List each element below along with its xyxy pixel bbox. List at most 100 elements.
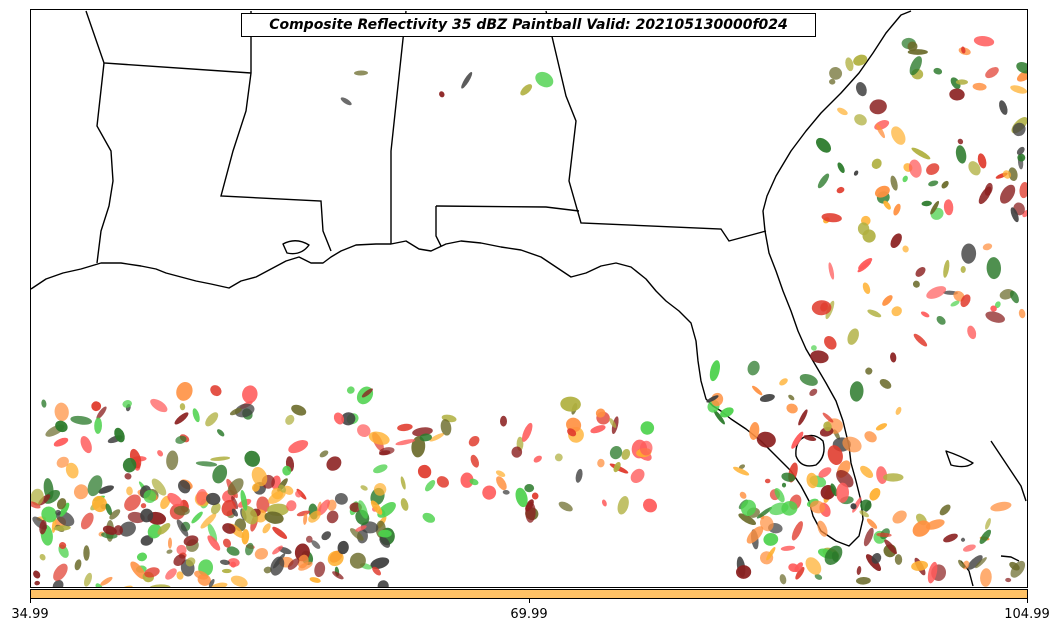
reflectivity-blob [470, 454, 480, 468]
reflectivity-blob [468, 435, 480, 447]
reflectivity-blob [296, 510, 310, 517]
reflectivity-blob [985, 311, 1005, 323]
colorbar [30, 589, 1028, 599]
reflectivity-blob [305, 535, 313, 543]
reflectivity-blob [166, 549, 173, 554]
reflectivity-blob [378, 529, 392, 538]
colorbar-tick [30, 599, 31, 603]
reflectivity-blob [746, 526, 764, 544]
reflectivity-blob [779, 378, 788, 386]
reflectivity-blob [884, 539, 897, 555]
reflectivity-blob [985, 67, 999, 79]
reflectivity-blob [733, 466, 750, 476]
reflectivity-blob [864, 431, 877, 443]
reflectivity-blob [936, 316, 946, 325]
reflectivity-blob [354, 70, 368, 76]
reflectivity-blob [185, 557, 196, 567]
reflectivity-blob [482, 485, 497, 500]
reflectivity-blob [979, 529, 992, 544]
reflectivity-blob [928, 180, 939, 187]
reflectivity-blob [272, 545, 283, 555]
reflectivity-blob [912, 280, 920, 288]
reflectivity-blob [639, 440, 653, 456]
reflectivity-blob [41, 399, 47, 408]
reflectivity-blob [820, 302, 828, 312]
reflectivity-blob [295, 490, 302, 498]
reflectivity-blob [642, 498, 658, 513]
reflectivity-blob [871, 158, 882, 169]
reflectivity-blob [909, 56, 922, 76]
reflectivity-blob [326, 456, 342, 471]
reflectivity-blob [837, 107, 848, 116]
reflectivity-blob [151, 478, 167, 496]
reflectivity-blob [469, 478, 479, 486]
reflectivity-blob [860, 465, 874, 479]
reflectivity-blob [311, 540, 321, 549]
reflectivity-blob [495, 470, 506, 477]
reflectivity-blob [183, 535, 199, 546]
reflectivity-blob [958, 559, 965, 569]
reflectivity-blob [863, 527, 874, 547]
reflectivity-blob [309, 577, 321, 583]
reflectivity-blob [809, 500, 826, 514]
reflectivity-blob [926, 286, 947, 299]
reflectivity-blob [31, 501, 41, 509]
reflectivity-blob [286, 500, 297, 512]
reflectivity-blob [207, 535, 221, 551]
reflectivity-blob [856, 576, 871, 585]
reflectivity-blob [370, 557, 390, 570]
reflectivity-blob [210, 502, 221, 515]
reflectivity-blob [805, 557, 822, 575]
reflectivity-blob [502, 489, 510, 495]
reflectivity-blob [853, 54, 868, 66]
state-borders [85, 10, 767, 264]
reflectivity-blob [252, 483, 260, 492]
reflectivity-blob [822, 412, 834, 423]
reflectivity-blob [739, 491, 747, 499]
reflectivity-blob [216, 429, 225, 437]
reflectivity-blob [52, 579, 64, 587]
reflectivity-blob [895, 406, 902, 415]
reflectivity-blob [222, 523, 236, 534]
reflectivity-blob [817, 173, 830, 189]
reflectivity-blob [943, 259, 950, 278]
reflectivity-blob [429, 433, 445, 442]
reflectivity-blob [379, 447, 395, 456]
reflectivity-blob [590, 425, 606, 434]
reflectivity-blob [781, 472, 796, 482]
reflectivity-blob [791, 521, 803, 541]
reflectivity-blob [1000, 184, 1016, 204]
reflectivity-blob [893, 203, 901, 216]
reflectivity-blob [212, 464, 228, 484]
reflectivity-blob [160, 495, 171, 510]
reflectivity-blob [210, 385, 222, 397]
reflectivity-blob [950, 300, 960, 307]
colorbar-tick [529, 599, 530, 603]
reflectivity-blob [92, 495, 108, 513]
reflectivity-blob [829, 78, 836, 85]
reflectivity-blob [554, 453, 563, 462]
reflectivity-blob [869, 99, 887, 115]
reflectivity-blob [91, 401, 102, 412]
reflectivity-blob [831, 551, 839, 562]
reflectivity-blob [251, 466, 268, 487]
reflectivity-blob [53, 563, 68, 581]
reflectivity-blob [786, 403, 798, 414]
reflectivity-blob [321, 531, 331, 541]
reflectivity-blob [234, 403, 255, 418]
reflectivity-blob [999, 100, 1008, 115]
reflectivity-blob [176, 519, 189, 537]
reflectivity-blob [208, 578, 215, 587]
reflectivity-blob [411, 436, 426, 458]
reflectivity-blob [56, 498, 67, 510]
reflectivity-blob [337, 540, 349, 555]
reflectivity-blob [975, 557, 987, 569]
reflectivity-blob [621, 448, 631, 460]
reflectivity-blob [821, 213, 842, 223]
reflectivity-blob [511, 446, 523, 458]
reflectivity-blob [960, 294, 971, 308]
reflectivity-blob [980, 568, 992, 587]
reflectivity-blob [53, 525, 71, 531]
reflectivity-blob [219, 559, 230, 565]
reflectivity-blob [1005, 577, 1012, 583]
